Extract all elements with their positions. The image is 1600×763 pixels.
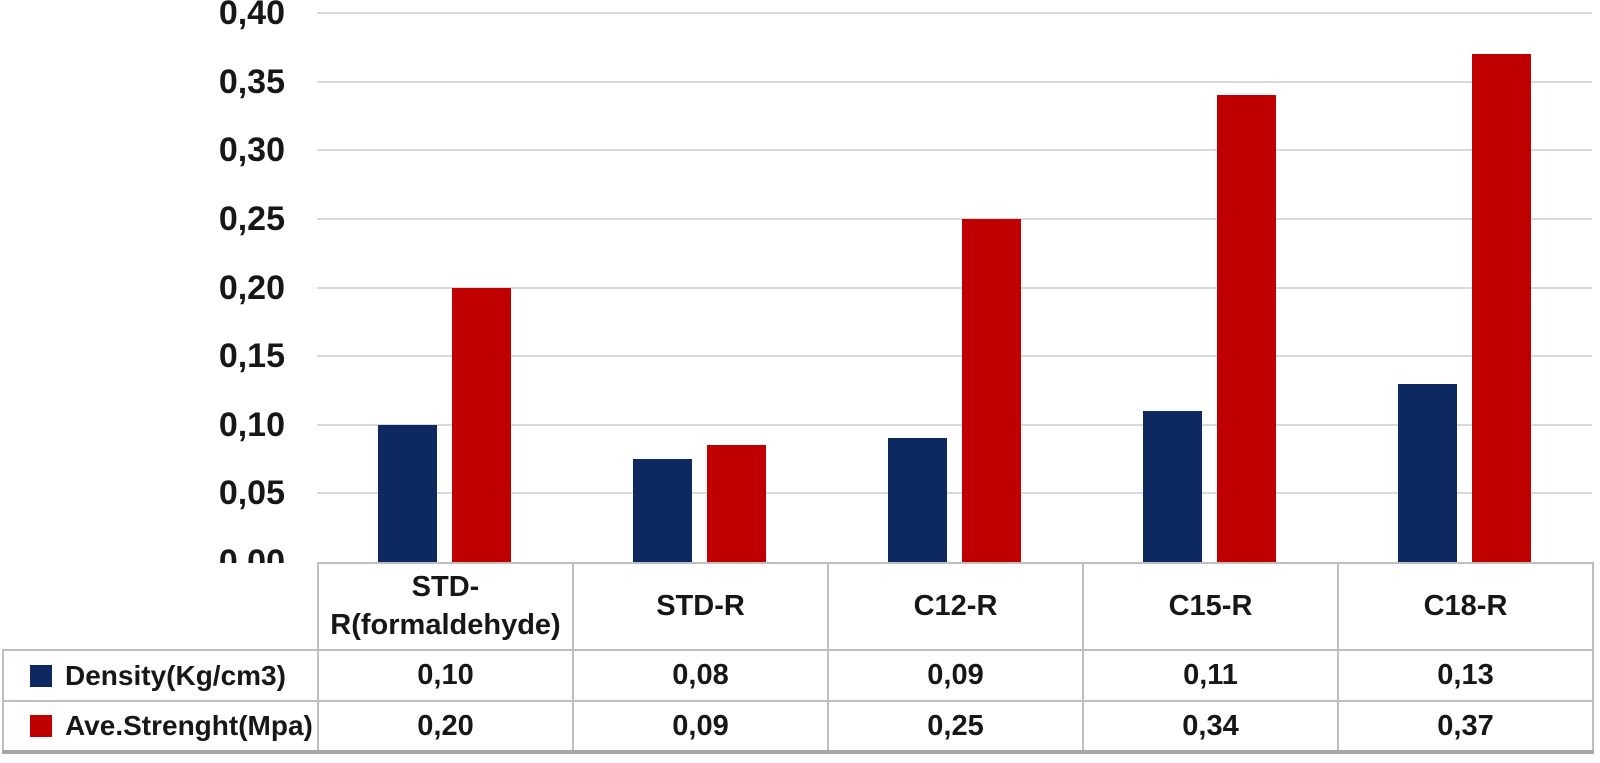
y-axis-tick-label: 0,15	[218, 337, 285, 376]
category-header: STD-R(formaldehyde)	[317, 562, 574, 651]
series-label: Ave.Strenght(Mpa)	[65, 710, 313, 741]
table-value-cell: 0,25	[827, 700, 1084, 754]
series-label: Density(Kg/cm3)	[65, 659, 286, 691]
category-header: C15-R	[1082, 562, 1339, 651]
gridline	[317, 355, 1592, 358]
table-value-cell: 0,09	[572, 700, 829, 754]
y-axis-tick-label: 0,40	[218, 0, 285, 32]
gridline	[317, 80, 1592, 83]
category-header: C12-R	[827, 562, 1084, 651]
data-table: STD-R(formaldehyde) STD-R C12-R C15-R C18-R …	[2, 562, 1594, 754]
gridline	[317, 149, 1592, 152]
strength-swatch-icon	[30, 715, 52, 737]
table-body: Density(Kg/cm3) 0,10 0,08 0,09 0,11 0,13 Ave.S…	[2, 649, 1594, 754]
category-header: C18-R	[1337, 562, 1594, 651]
y-axis-tick-label: 0,20	[218, 268, 285, 307]
y-axis-tick-label: 0,35	[218, 62, 285, 101]
density-swatch-icon	[30, 664, 52, 687]
legend-cell-density: Density(Kg/cm3)	[2, 649, 319, 702]
bar-density-c18-r	[1398, 383, 1457, 562]
bar-strength-c15-r	[1217, 95, 1276, 562]
table-value-cell: 0,34	[1082, 700, 1339, 754]
table-value-cell: 0,10	[317, 649, 574, 702]
bar-density-std-r	[633, 459, 692, 562]
bar-strength-c12-r	[962, 218, 1021, 562]
category-header: STD-R	[572, 562, 829, 651]
gridline	[317, 217, 1592, 220]
y-axis-tick-label: 0,10	[218, 405, 285, 444]
gridline	[317, 286, 1592, 289]
gridline	[317, 492, 1592, 495]
y-axis-tick-label: 0,05	[218, 474, 285, 513]
table-value-cell: 0,13	[1337, 649, 1594, 702]
bar-strength-std-r-formaldehyde-	[452, 287, 511, 562]
bar-density-c15-r	[1143, 411, 1202, 562]
bar-strength-std-r	[707, 445, 766, 562]
bar-density-c12-r	[888, 438, 947, 562]
table-value-cell: 0,20	[317, 700, 574, 754]
table-head: STD-R(formaldehyde) STD-R C12-R C15-R C18-R	[3, 562, 1594, 651]
gridline	[317, 12, 1592, 14]
y-axis-tick-label: 0,30	[218, 131, 285, 170]
y-axis-tick-label: 0,25	[218, 199, 285, 238]
table-corner-cell	[3, 563, 318, 650]
bar-strength-c18-r	[1472, 54, 1531, 562]
gridline	[317, 423, 1592, 426]
table-value-cell: 0,37	[1337, 700, 1594, 754]
table-value-cell: 0,08	[572, 649, 829, 702]
table-value-cell: 0,11	[1082, 649, 1339, 702]
bar-density-std-r-formaldehyde-	[378, 424, 437, 562]
table-value-cell: 0,09	[827, 649, 1084, 702]
legend-cell-strength: Ave.Strenght(Mpa)	[2, 700, 319, 754]
